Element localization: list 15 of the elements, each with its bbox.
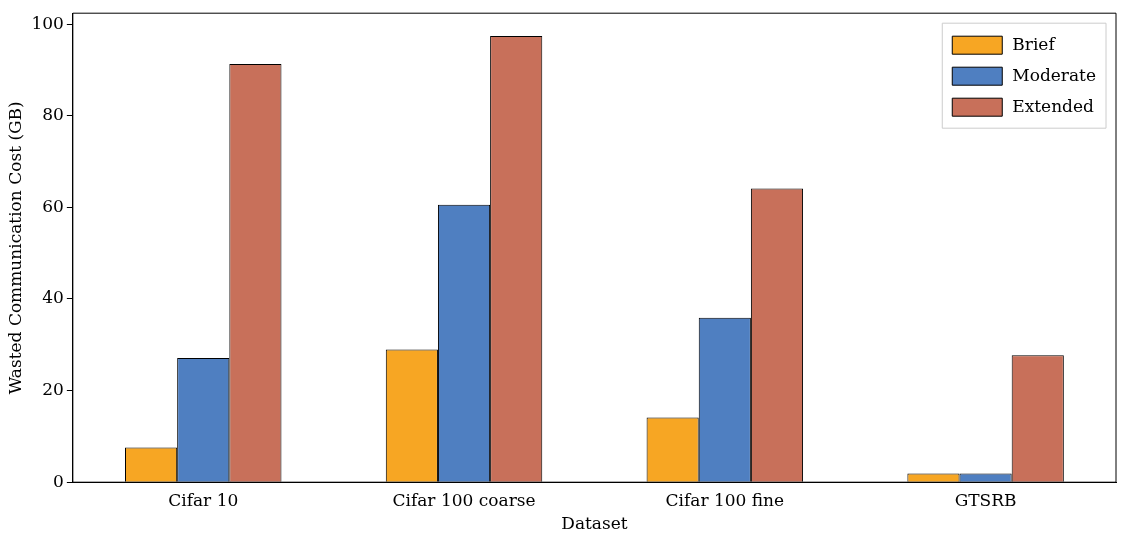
- x-tick-label: Cifar 10: [168, 489, 239, 510]
- x-tick-label: GTSRB: [954, 489, 1017, 510]
- y-tick-label: 100: [31, 12, 64, 33]
- y-tick-label: 60: [42, 195, 64, 216]
- y-tick-label: 20: [42, 379, 64, 400]
- legend-label: Moderate: [1012, 64, 1097, 85]
- x-tick-label: Cifar 100 fine: [665, 489, 785, 510]
- x-tick-label: Cifar 100 coarse: [392, 489, 536, 510]
- y-tick-label: 40: [42, 287, 64, 308]
- legend-label: Brief: [1012, 33, 1057, 54]
- y-tick-label: 0: [53, 470, 64, 491]
- y-axis-title: Wasted Communication Cost (GB): [4, 101, 25, 395]
- y-tick-label: 80: [42, 104, 64, 125]
- x-axis-title: Dataset: [561, 513, 628, 534]
- legend-label: Extended: [1012, 95, 1095, 116]
